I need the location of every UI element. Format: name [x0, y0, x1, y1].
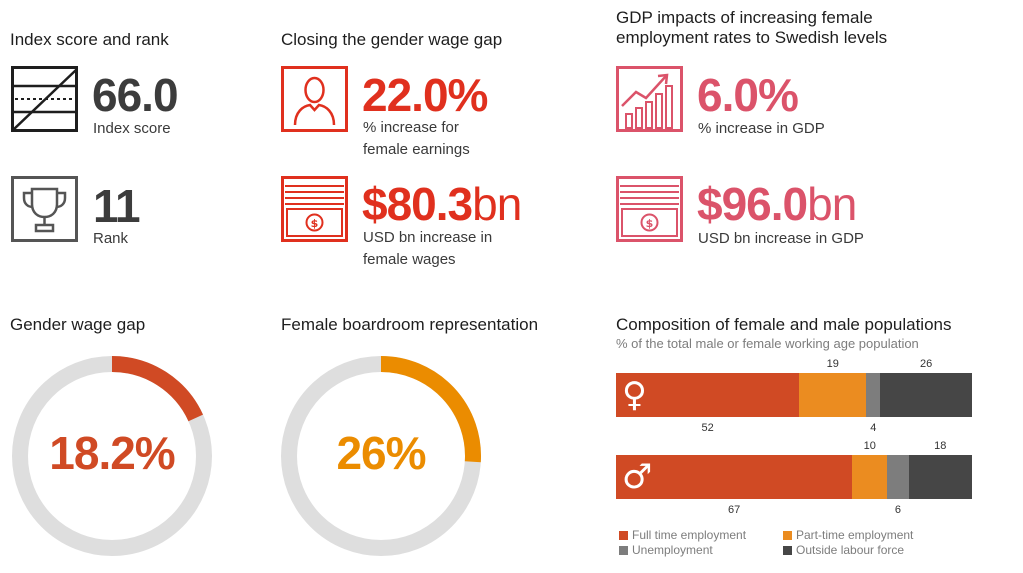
composition-title: Composition of female and male populatio…	[616, 315, 952, 334]
bar-value-male-4: 18	[934, 440, 947, 452]
gdp-usd-number: 96.0	[721, 178, 809, 230]
wage-gap-donut-arc	[111, 356, 204, 422]
wage-gap-donut-title: Gender wage gap	[10, 315, 146, 334]
wage-gap-donut-svg	[12, 356, 212, 556]
gdp-usd-prefix: $	[697, 178, 723, 230]
gdp-title-line-2: employment rates to Swedish levels	[616, 28, 888, 47]
rank-value: 11	[93, 180, 141, 232]
svg-text:$: $	[646, 217, 654, 230]
bar-value-female-4: 26	[920, 358, 933, 370]
bar-value-male-3: 6	[894, 504, 902, 516]
female-earnings-label-1: % increase for	[363, 119, 459, 136]
female-earnings-label-2: female earnings	[363, 141, 470, 158]
boardroom-donut-value: 26%	[336, 427, 426, 479]
bar-segment-female-1	[616, 373, 800, 417]
legend-unemployment-swatch	[619, 545, 628, 555]
legend-full-time-label: Full time employment	[632, 528, 747, 542]
legend-outside-label: Outside labour force	[796, 543, 905, 557]
female-earnings-value: 22.0%	[362, 69, 488, 121]
index-score-value: 66.0	[92, 69, 179, 121]
gdp-usd-label: USD bn increase in GDP	[698, 230, 864, 247]
legend-unemployment: Unemployment	[619, 543, 713, 557]
rank-label: Rank	[93, 230, 129, 247]
bar-segment-male-2	[852, 455, 888, 499]
female-wages-value: $80.3bn	[362, 178, 522, 230]
gdp-title-line-1: GDP impacts of increasing female	[616, 8, 873, 27]
bar-value-female-2: 19	[826, 358, 839, 370]
bar-segment-female-4	[880, 373, 973, 417]
boardroom-donut-arc	[380, 356, 481, 463]
boardroom-donut-title: Female boardroom representation	[281, 315, 539, 334]
index-chart-icon	[11, 66, 78, 132]
gdp-pct-value: 6.0%	[697, 69, 799, 121]
bar-segment-male-1	[616, 455, 853, 499]
bar-value-female-3: 4	[870, 422, 877, 434]
composition-subtitle: % of the total male or female working ag…	[616, 336, 919, 351]
svg-text:$: $	[311, 217, 319, 230]
legend-unemployment-label: Unemployment	[632, 543, 713, 557]
bar-segment-female-2	[799, 373, 867, 417]
gdp-usd-unit: bn	[807, 178, 857, 230]
legend-part-time: Part-time employment	[783, 528, 913, 542]
female-symbol-icon: ♀	[622, 375, 647, 415]
boardroom-donut: 26%	[279, 354, 483, 558]
legend-full-time: Full time employment	[619, 528, 746, 542]
female-wages-prefix: $	[362, 178, 388, 230]
legend-part-time-swatch	[783, 530, 792, 540]
gdp-pct-label: % increase in GDP	[698, 120, 825, 137]
female-wages-label-2: female wages	[363, 251, 456, 268]
wage-gap-donut: 18.2%	[10, 354, 214, 558]
boardroom-donut-svg	[281, 356, 481, 556]
index-title: Index score and rank	[10, 30, 169, 49]
person-icon	[281, 66, 348, 132]
bar-segment-male-4	[908, 455, 973, 499]
bar-segment-male-3	[887, 455, 910, 499]
gdp-usd-value: $96.0bn	[697, 178, 857, 230]
legend-outside-swatch	[783, 545, 792, 555]
female-wages-number: 80.3	[386, 178, 474, 230]
legend-outside: Outside labour force	[783, 543, 904, 557]
bar-value-female-1: 52	[701, 422, 714, 434]
bar-value-male-2: 10	[863, 440, 876, 452]
legend-part-time-label: Part-time employment	[796, 528, 914, 542]
legend-full-time-swatch	[619, 530, 628, 540]
gdp-banknote-icon: $	[616, 176, 683, 242]
female-wages-label-1: USD bn increase in	[363, 229, 493, 246]
trophy-icon	[11, 176, 78, 242]
wage-gap-closing-title: Closing the gender wage gap	[281, 30, 503, 49]
wage-gap-donut-value: 18.2%	[49, 427, 175, 479]
growth-chart-icon	[616, 66, 683, 132]
female-wages-unit: bn	[472, 178, 522, 230]
bar-segment-female-3	[866, 373, 881, 417]
bar-value-male-1: 67	[727, 504, 741, 516]
index-score-label: Index score	[93, 120, 171, 137]
banknote-icon: $	[281, 176, 348, 242]
composition-bars: 52 19 4 26 ♀ 67 10 6 18 ♂	[616, 355, 973, 525]
male-symbol-icon: ♂	[622, 457, 653, 497]
